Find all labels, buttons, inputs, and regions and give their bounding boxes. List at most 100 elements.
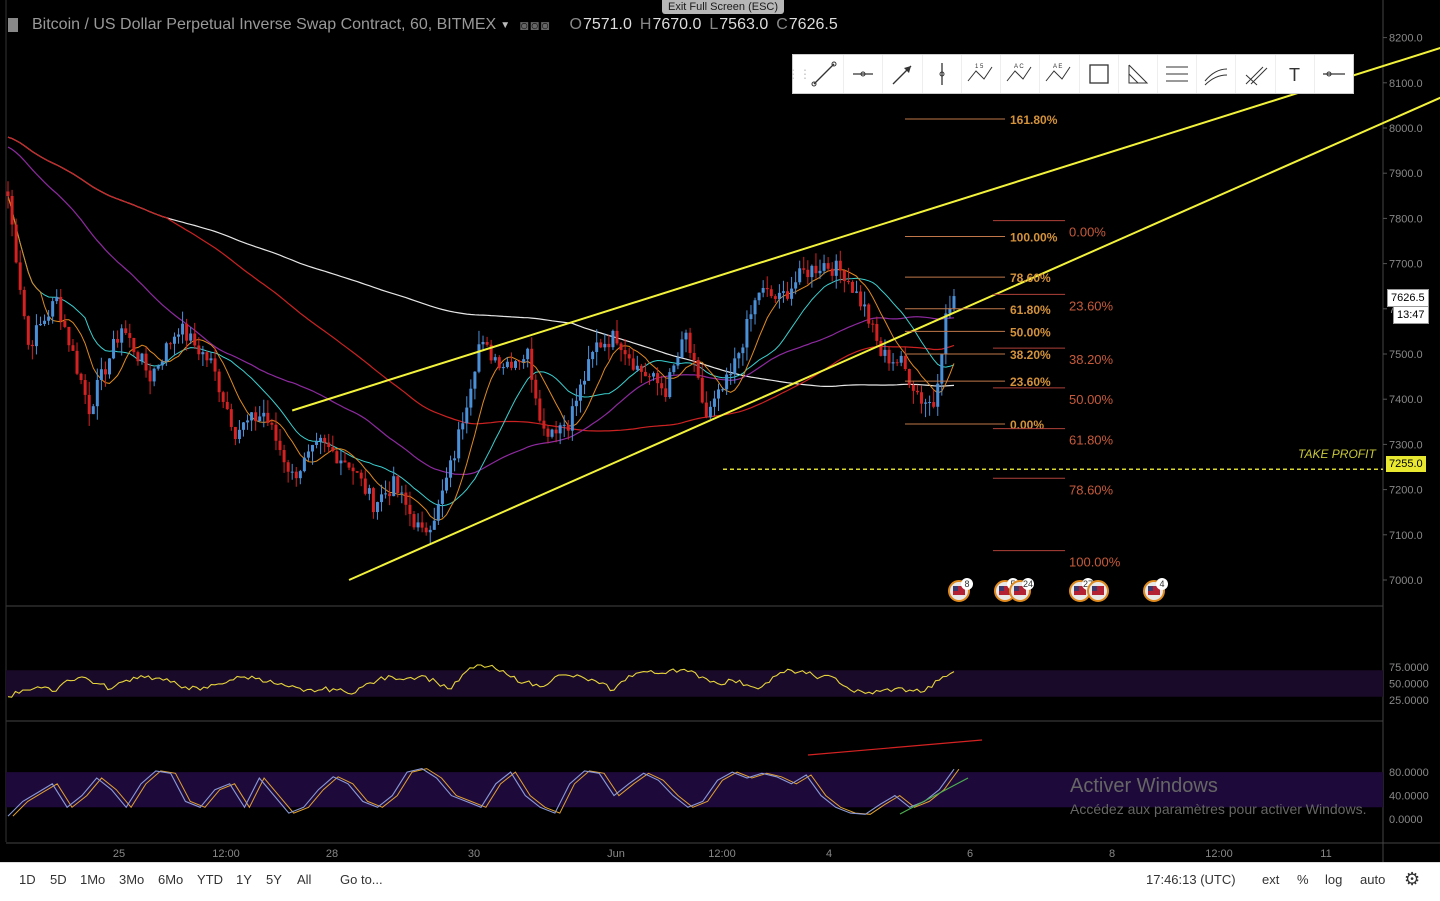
candle-body: [124, 328, 128, 334]
candle-body: [647, 376, 651, 378]
time-axis-label: 30: [468, 848, 480, 860]
open-label: O: [569, 16, 582, 33]
range-ytd[interactable]: YTD: [197, 872, 223, 887]
time-axis-label: 6: [967, 848, 973, 860]
regression-icon[interactable]: [1197, 55, 1237, 93]
rsi-band: [6, 670, 1383, 697]
ext-toggle[interactable]: ext: [1262, 872, 1280, 887]
range-1y[interactable]: 1Y: [236, 872, 252, 887]
candle-body: [67, 326, 71, 346]
auto-toggle[interactable]: auto: [1360, 872, 1386, 887]
event-flag-icon: [1014, 586, 1026, 595]
candle-body: [879, 340, 883, 356]
candle-body: [611, 330, 615, 348]
chevron-down-icon[interactable]: ▼: [500, 19, 511, 31]
candle-body: [587, 359, 591, 381]
time-axis-label: 25: [113, 848, 125, 860]
candle-body: [867, 304, 871, 324]
candle-body: [790, 288, 794, 299]
event-flag-icon: [1148, 586, 1153, 591]
low-label: L: [709, 16, 719, 33]
range-1d[interactable]: 1D: [19, 872, 36, 887]
grip-icon[interactable]: ⋮⋮: [787, 67, 811, 81]
candle-body: [286, 462, 290, 472]
trend-line-icon[interactable]: [805, 55, 845, 93]
elliott-wave-icon[interactable]: A E: [1040, 55, 1080, 93]
candle-body: [725, 374, 729, 390]
candle-body: [201, 352, 205, 355]
candle-body: [63, 320, 67, 327]
candle-body: [43, 320, 47, 324]
fib-retracement-icon[interactable]: [1119, 55, 1158, 93]
candle-body: [656, 373, 660, 384]
range-all[interactable]: All: [297, 872, 312, 887]
stoch-red-trendline: [807, 739, 983, 756]
fib1-level-label: 78.60%: [1010, 271, 1051, 285]
candle-body: [745, 318, 749, 348]
candle-body: [428, 529, 432, 533]
candle-body: [830, 268, 834, 276]
time-axis-label: 12:00: [1205, 848, 1233, 860]
candle-body: [530, 348, 534, 380]
symbol-title[interactable]: Bitcoin / US Dollar Perpetual Inverse Sw…: [32, 16, 497, 33]
candle-body: [773, 296, 777, 299]
fib1-level-label: 161.80%: [1010, 113, 1058, 127]
pitchfork-icon[interactable]: [1236, 55, 1276, 93]
candle-body: [485, 341, 489, 345]
range-3mo[interactable]: 3Mo: [119, 872, 145, 887]
candle-body: [875, 324, 879, 341]
candle-body: [95, 379, 99, 407]
event-flag-icon: [953, 586, 965, 595]
percent-toggle[interactable]: %: [1297, 872, 1309, 887]
abcd-pattern-icon[interactable]: 1 5: [962, 55, 1002, 93]
current-price-tag: 7626.5: [1387, 289, 1429, 307]
candle-body: [798, 268, 802, 283]
candle-body: [148, 370, 152, 382]
candle-body: [388, 493, 392, 497]
event-flag-icon: [953, 586, 958, 591]
arrow-icon[interactable]: [883, 55, 923, 93]
parallel-channel-icon[interactable]: [1158, 55, 1198, 93]
price-axis-label: 7400.0: [1389, 394, 1423, 406]
candle-body: [676, 357, 680, 366]
event-flag-icon: [1014, 586, 1019, 591]
candle-body: [177, 334, 181, 337]
candle-body: [71, 345, 75, 351]
range-6mo[interactable]: 6Mo: [158, 872, 184, 887]
event-badge: [961, 578, 973, 590]
candle-body: [578, 384, 582, 401]
price-axis-label: 7000.0: [1389, 575, 1423, 587]
horizontal-line-icon[interactable]: [1315, 55, 1353, 93]
range-5y[interactable]: 5Y: [266, 872, 282, 887]
gear-icon[interactable]: ⚙: [1404, 869, 1421, 889]
exit-fullscreen-button[interactable]: Exit Full Screen (ESC): [662, 0, 785, 14]
candle-body: [546, 428, 550, 437]
candle-body: [375, 502, 379, 513]
text-icon[interactable]: T: [1276, 55, 1315, 93]
candle-body: [225, 401, 229, 410]
candle-body: [514, 361, 517, 368]
candle-body: [948, 308, 952, 314]
candle-body: [51, 301, 55, 317]
candle-body: [205, 352, 209, 361]
price-axis-label: 7300.0: [1389, 439, 1423, 451]
take-profit-price-tag: 7255.0: [1386, 456, 1426, 472]
indicator-buttons-icon[interactable]: ◙◙◙: [520, 17, 552, 33]
candle-body: [327, 442, 331, 448]
range-5d[interactable]: 5D: [50, 872, 67, 887]
vertical-line-icon[interactable]: [923, 55, 962, 93]
event-badge-label: 4: [1159, 579, 1164, 589]
candle-body: [55, 296, 59, 302]
abc-pattern-icon[interactable]: A C: [1001, 55, 1041, 93]
clock[interactable]: 17:46:13 (UTC): [1146, 872, 1236, 887]
log-toggle[interactable]: log: [1325, 872, 1343, 887]
range-1mo[interactable]: 1Mo: [80, 872, 106, 887]
horizontal-ray-icon[interactable]: [844, 55, 884, 93]
candle-body: [639, 365, 643, 372]
candle-body: [128, 333, 132, 338]
rectangle-icon[interactable]: [1080, 55, 1119, 93]
candle-body: [164, 343, 168, 362]
candle-body: [753, 300, 757, 315]
goto-button[interactable]: Go to...: [340, 872, 383, 887]
